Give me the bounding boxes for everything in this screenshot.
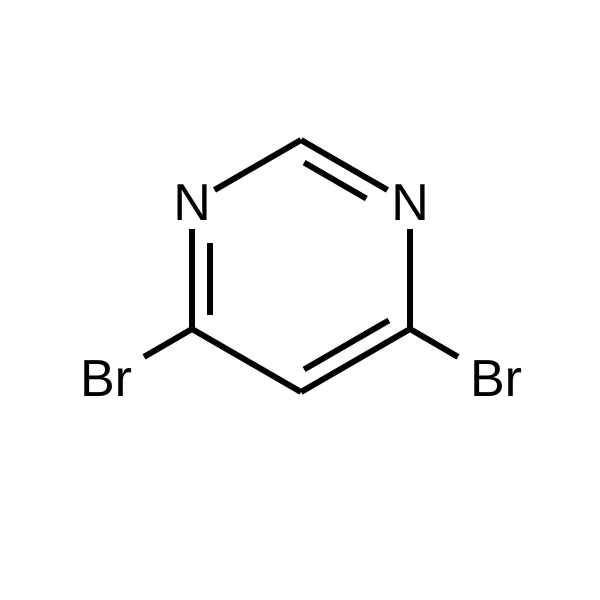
bond xyxy=(192,329,301,392)
atom-label-br: Br xyxy=(470,350,522,408)
atom-label-br: Br xyxy=(80,350,132,408)
molecule-diagram: N N Br Br xyxy=(0,0,600,600)
atom-label-n: N xyxy=(173,174,211,232)
bond xyxy=(304,163,366,199)
bond xyxy=(304,320,389,369)
bond xyxy=(215,140,301,190)
atom-label-n: N xyxy=(391,174,429,232)
bond xyxy=(144,329,192,357)
bond xyxy=(410,329,458,357)
